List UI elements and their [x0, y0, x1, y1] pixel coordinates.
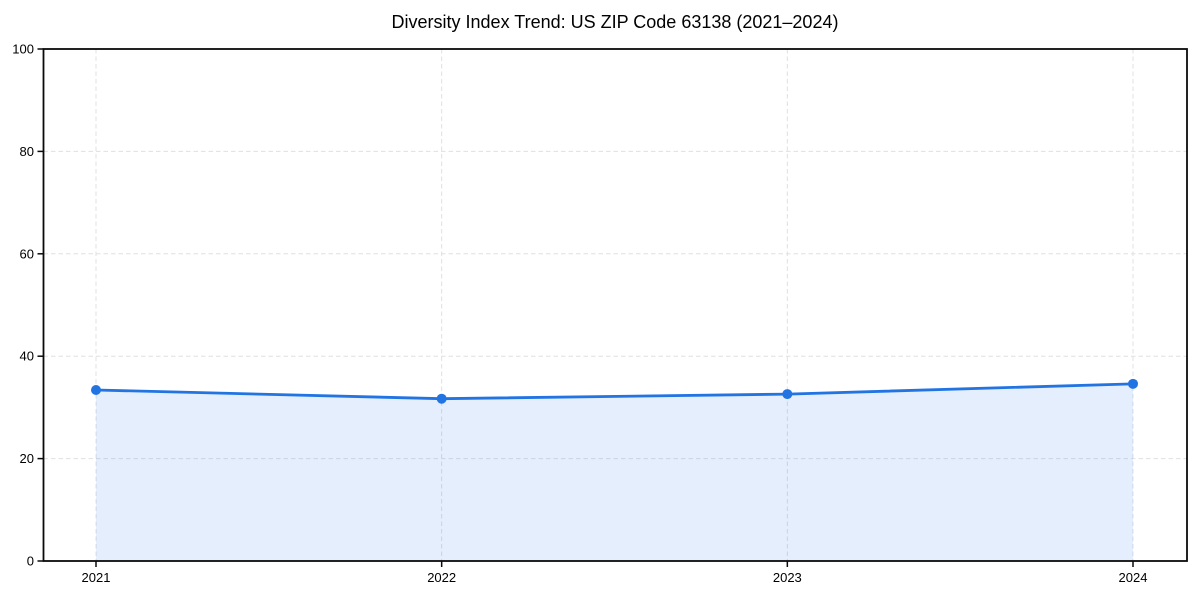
chart-title: Diversity Index Trend: US ZIP Code 63138…: [391, 12, 839, 32]
trend-line: [94, 382, 1135, 401]
plot-border: [42, 48, 1188, 562]
y-tick-label: 60: [20, 246, 34, 261]
axis-ticks: 0 20 40 60 80 100 2021 2022 2023 2024: [12, 42, 1147, 586]
y-tick-label: 40: [20, 349, 34, 364]
x-tick-label: 2023: [773, 570, 802, 585]
x-tick-label: 2022: [427, 570, 456, 585]
y-tick-label: 0: [27, 554, 34, 569]
data-point-2022: [436, 393, 447, 404]
data-point-2021: [91, 384, 101, 395]
x-tick-label: 2024: [1119, 570, 1148, 585]
y-tick-label: 20: [20, 451, 34, 466]
y-tick-label: 100: [12, 42, 34, 57]
data-point-2024: [1128, 378, 1138, 389]
area-fill: [96, 383, 1133, 561]
data-point-2023: [782, 389, 793, 400]
x-tick-label: 2021: [82, 570, 111, 585]
y-tick-label: 80: [20, 144, 34, 159]
